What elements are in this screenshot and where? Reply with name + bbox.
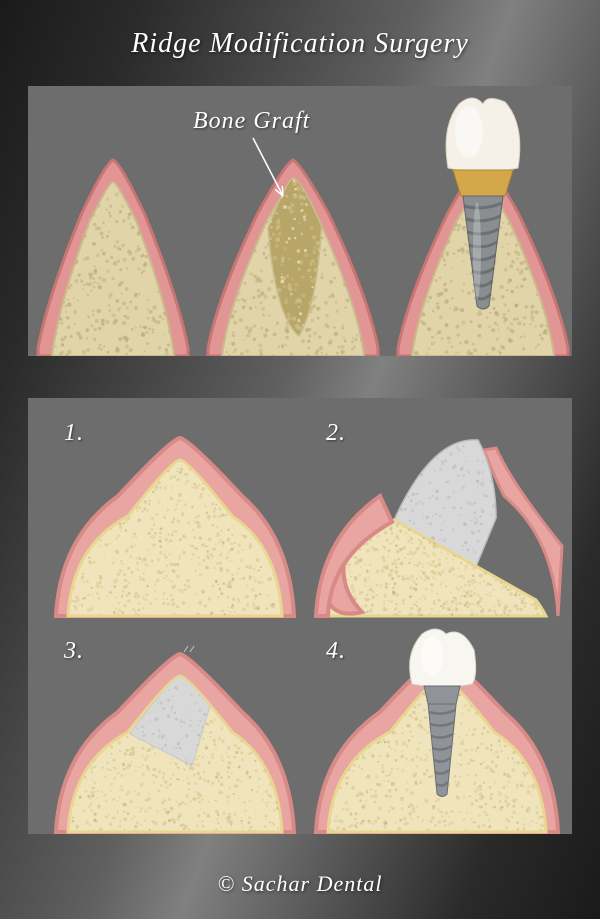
infographic-page: Ridge Modification Surgery Bone Graft 1.… — [0, 0, 600, 919]
page-title: Ridge Modification Surgery — [28, 28, 572, 60]
panel-bottom: 1. 2. 3. 4. — [28, 398, 572, 834]
bone-graft-label: Bone Graft — [193, 108, 310, 135]
footer-credit: © Sachar Dental — [0, 871, 600, 897]
bottom-diagram — [28, 398, 572, 834]
step-label-2: 2. — [326, 420, 346, 447]
panel-top: Bone Graft — [28, 86, 572, 356]
step-label-3: 3. — [64, 638, 84, 665]
step-label-4: 4. — [326, 638, 346, 665]
step-label-1: 1. — [64, 420, 84, 447]
